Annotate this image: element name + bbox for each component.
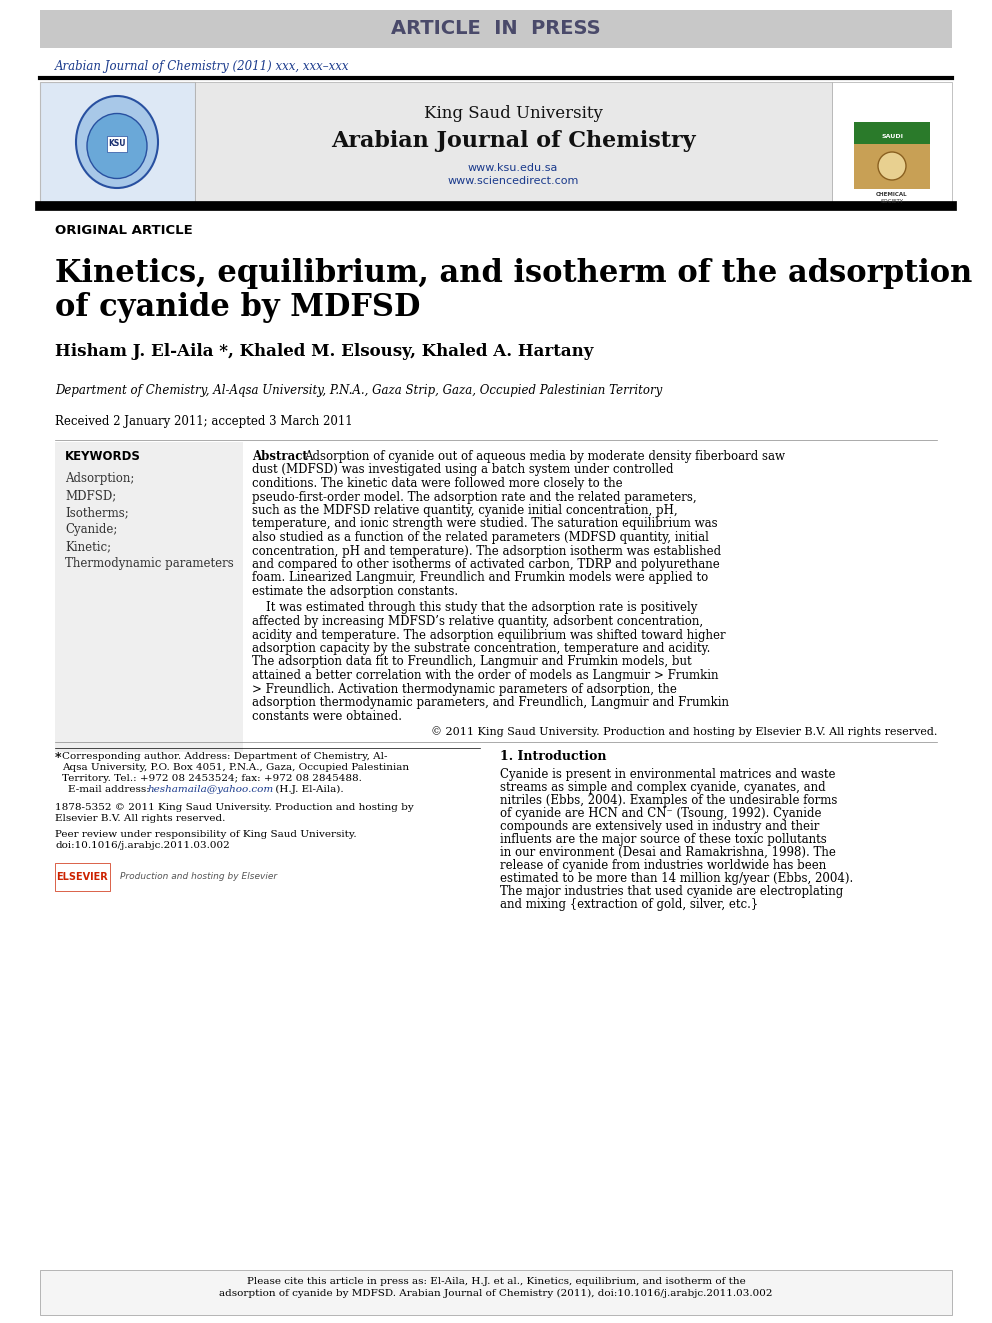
- Text: estimate the adsorption constants.: estimate the adsorption constants.: [252, 585, 458, 598]
- Circle shape: [878, 152, 906, 180]
- Text: of cyanide are HCN and CN⁻ (Tsoung, 1992). Cyanide: of cyanide are HCN and CN⁻ (Tsoung, 1992…: [500, 807, 821, 820]
- Bar: [854, 122, 930, 144]
- Text: www.sciencedirect.com: www.sciencedirect.com: [447, 176, 578, 187]
- Text: Adsorption of cyanide out of aqueous media by moderate density fiberboard saw: Adsorption of cyanide out of aqueous med…: [304, 450, 785, 463]
- Text: 1878-5352 © 2011 King Saud University. Production and hosting by: 1878-5352 © 2011 King Saud University. P…: [55, 803, 414, 812]
- Text: Aqsa University, P.O. Box 4051, P.N.A., Gaza, Occupied Palestinian: Aqsa University, P.O. Box 4051, P.N.A., …: [62, 763, 409, 773]
- Text: *: *: [55, 751, 62, 765]
- Text: Kinetics, equilibrium, and isotherm of the adsorption: Kinetics, equilibrium, and isotherm of t…: [55, 258, 972, 288]
- Ellipse shape: [87, 114, 147, 179]
- Text: attained a better correlation with the order of models as Langmuir > Frumkin: attained a better correlation with the o…: [252, 669, 718, 681]
- Bar: [40, 82, 195, 202]
- Bar: [55, 442, 243, 751]
- Text: Received 2 January 2011; accepted 3 March 2011: Received 2 January 2011; accepted 3 Marc…: [55, 415, 352, 429]
- Text: of cyanide by MDFSD: of cyanide by MDFSD: [55, 292, 421, 323]
- Text: www.ksu.edu.sa: www.ksu.edu.sa: [468, 163, 558, 173]
- Text: Corresponding author. Address: Department of Chemistry, Al-: Corresponding author. Address: Departmen…: [62, 751, 388, 761]
- Text: concentration, pH and temperature). The adsorption isotherm was established: concentration, pH and temperature). The …: [252, 545, 721, 557]
- Bar: [195, 82, 832, 202]
- Text: Elsevier B.V. All rights reserved.: Elsevier B.V. All rights reserved.: [55, 814, 225, 823]
- Text: Isotherms;: Isotherms;: [65, 505, 129, 519]
- Bar: [40, 1270, 952, 1315]
- Text: affected by increasing MDFSD’s relative quantity, adsorbent concentration,: affected by increasing MDFSD’s relative …: [252, 615, 703, 628]
- Text: conditions. The kinetic data were followed more closely to the: conditions. The kinetic data were follow…: [252, 478, 623, 490]
- Text: adsorption capacity by the substrate concentration, temperature and acidity.: adsorption capacity by the substrate con…: [252, 642, 710, 655]
- Text: Cyanide is present in environmental matrices and waste: Cyanide is present in environmental matr…: [500, 767, 835, 781]
- Text: SOCIETY: SOCIETY: [881, 198, 904, 204]
- Text: Peer review under responsibility of King Saud University.: Peer review under responsibility of King…: [55, 830, 357, 839]
- Text: ARTICLE  IN  PRESS: ARTICLE IN PRESS: [391, 20, 601, 38]
- Text: © 2011 King Saud University. Production and hosting by Elsevier B.V. All rights : © 2011 King Saud University. Production …: [431, 726, 937, 737]
- Text: CHEMICAL: CHEMICAL: [876, 192, 908, 197]
- Bar: [107, 136, 127, 152]
- Text: MDFSD;: MDFSD;: [65, 490, 116, 501]
- Text: Department of Chemistry, Al-Aqsa University, P.N.A., Gaza Strip, Gaza, Occupied : Department of Chemistry, Al-Aqsa Univers…: [55, 384, 663, 397]
- Text: KEYWORDS: KEYWORDS: [65, 450, 141, 463]
- Text: E-mail address:: E-mail address:: [68, 785, 153, 794]
- Text: Please cite this article in press as: El-Aila, H.J. et al., Kinetics, equilibriu: Please cite this article in press as: El…: [247, 1277, 745, 1286]
- Text: pseudo-first-order model. The adsorption rate and the related parameters,: pseudo-first-order model. The adsorption…: [252, 491, 696, 504]
- Text: constants were obtained.: constants were obtained.: [252, 709, 402, 722]
- Text: The adsorption data fit to Freundlich, Langmuir and Frumkin models, but: The adsorption data fit to Freundlich, L…: [252, 655, 691, 668]
- Text: such as the MDFSD relative quantity, cyanide initial concentration, pH,: such as the MDFSD relative quantity, cya…: [252, 504, 678, 517]
- Text: > Freundlich. Activation thermodynamic parameters of adsorption, the: > Freundlich. Activation thermodynamic p…: [252, 683, 677, 696]
- Text: King Saud University: King Saud University: [424, 105, 602, 122]
- Text: compounds are extensively used in industry and their: compounds are extensively used in indust…: [500, 820, 819, 833]
- Text: also studied as a function of the related parameters (MDFSD quantity, initial: also studied as a function of the relate…: [252, 531, 709, 544]
- Text: Arabian Journal of Chemistry (2011) xxx, xxx–xxx: Arabian Journal of Chemistry (2011) xxx,…: [55, 60, 349, 73]
- Text: 1. Introduction: 1. Introduction: [500, 750, 606, 763]
- Ellipse shape: [76, 97, 158, 188]
- Text: ORIGINAL ARTICLE: ORIGINAL ARTICLE: [55, 224, 192, 237]
- Text: and compared to other isotherms of activated carbon, TDRP and polyurethane: and compared to other isotherms of activ…: [252, 558, 720, 572]
- Text: temperature, and ionic strength were studied. The saturation equilibrium was: temperature, and ionic strength were stu…: [252, 517, 717, 531]
- Text: influents are the major source of these toxic pollutants: influents are the major source of these …: [500, 833, 826, 845]
- Text: acidity and temperature. The adsorption equilibrium was shifted toward higher: acidity and temperature. The adsorption …: [252, 628, 725, 642]
- Text: adsorption thermodynamic parameters, and Freundlich, Langmuir and Frumkin: adsorption thermodynamic parameters, and…: [252, 696, 729, 709]
- Text: Hisham J. El-Aila *, Khaled M. Elsousy, Khaled A. Hartany: Hisham J. El-Aila *, Khaled M. Elsousy, …: [55, 343, 593, 360]
- Text: heshamaila@yahoo.com: heshamaila@yahoo.com: [148, 785, 274, 794]
- Text: Territory. Tel.: +972 08 2453524; fax: +972 08 2845488.: Territory. Tel.: +972 08 2453524; fax: +…: [62, 774, 362, 783]
- Text: and mixing {extraction of gold, silver, etc.}: and mixing {extraction of gold, silver, …: [500, 898, 758, 912]
- Text: Kinetic;: Kinetic;: [65, 540, 111, 553]
- Text: foam. Linearized Langmuir, Freundlich and Frumkin models were applied to: foam. Linearized Langmuir, Freundlich an…: [252, 572, 708, 585]
- Text: adsorption of cyanide by MDFSD. Arabian Journal of Chemistry (2011), doi:10.1016: adsorption of cyanide by MDFSD. Arabian …: [219, 1289, 773, 1298]
- Bar: [40, 11, 952, 48]
- Text: Abstract: Abstract: [252, 450, 308, 463]
- Text: Adsorption;: Adsorption;: [65, 472, 134, 486]
- Text: ELSEVIER: ELSEVIER: [57, 872, 108, 882]
- Text: Cyanide;: Cyanide;: [65, 523, 117, 536]
- Text: Production and hosting by Elsevier: Production and hosting by Elsevier: [120, 872, 277, 881]
- Bar: [55, 863, 110, 890]
- Text: doi:10.1016/j.arabjc.2011.03.002: doi:10.1016/j.arabjc.2011.03.002: [55, 841, 230, 849]
- Bar: [854, 144, 930, 189]
- Text: in our environment (Desai and Ramakrishna, 1998). The: in our environment (Desai and Ramakrishn…: [500, 845, 836, 859]
- Text: SAUDI: SAUDI: [881, 134, 903, 139]
- Text: streams as simple and complex cyanide, cyanates, and: streams as simple and complex cyanide, c…: [500, 781, 825, 794]
- Text: Thermodynamic parameters: Thermodynamic parameters: [65, 557, 234, 570]
- Text: It was estimated through this study that the adsorption rate is positively: It was estimated through this study that…: [266, 602, 697, 614]
- Text: dust (MDFSD) was investigated using a batch system under controlled: dust (MDFSD) was investigated using a ba…: [252, 463, 674, 476]
- Text: release of cyanide from industries worldwide has been: release of cyanide from industries world…: [500, 859, 826, 872]
- Text: Arabian Journal of Chemistry: Arabian Journal of Chemistry: [330, 130, 695, 152]
- Text: KSU: KSU: [108, 139, 126, 148]
- Text: estimated to be more than 14 million kg/year (Ebbs, 2004).: estimated to be more than 14 million kg/…: [500, 872, 853, 885]
- Text: The major industries that used cyanide are electroplating: The major industries that used cyanide a…: [500, 885, 843, 898]
- Bar: [832, 82, 952, 202]
- Text: nitriles (Ebbs, 2004). Examples of the undesirable forms: nitriles (Ebbs, 2004). Examples of the u…: [500, 794, 837, 807]
- Text: (H.J. El-Aila).: (H.J. El-Aila).: [272, 785, 343, 794]
